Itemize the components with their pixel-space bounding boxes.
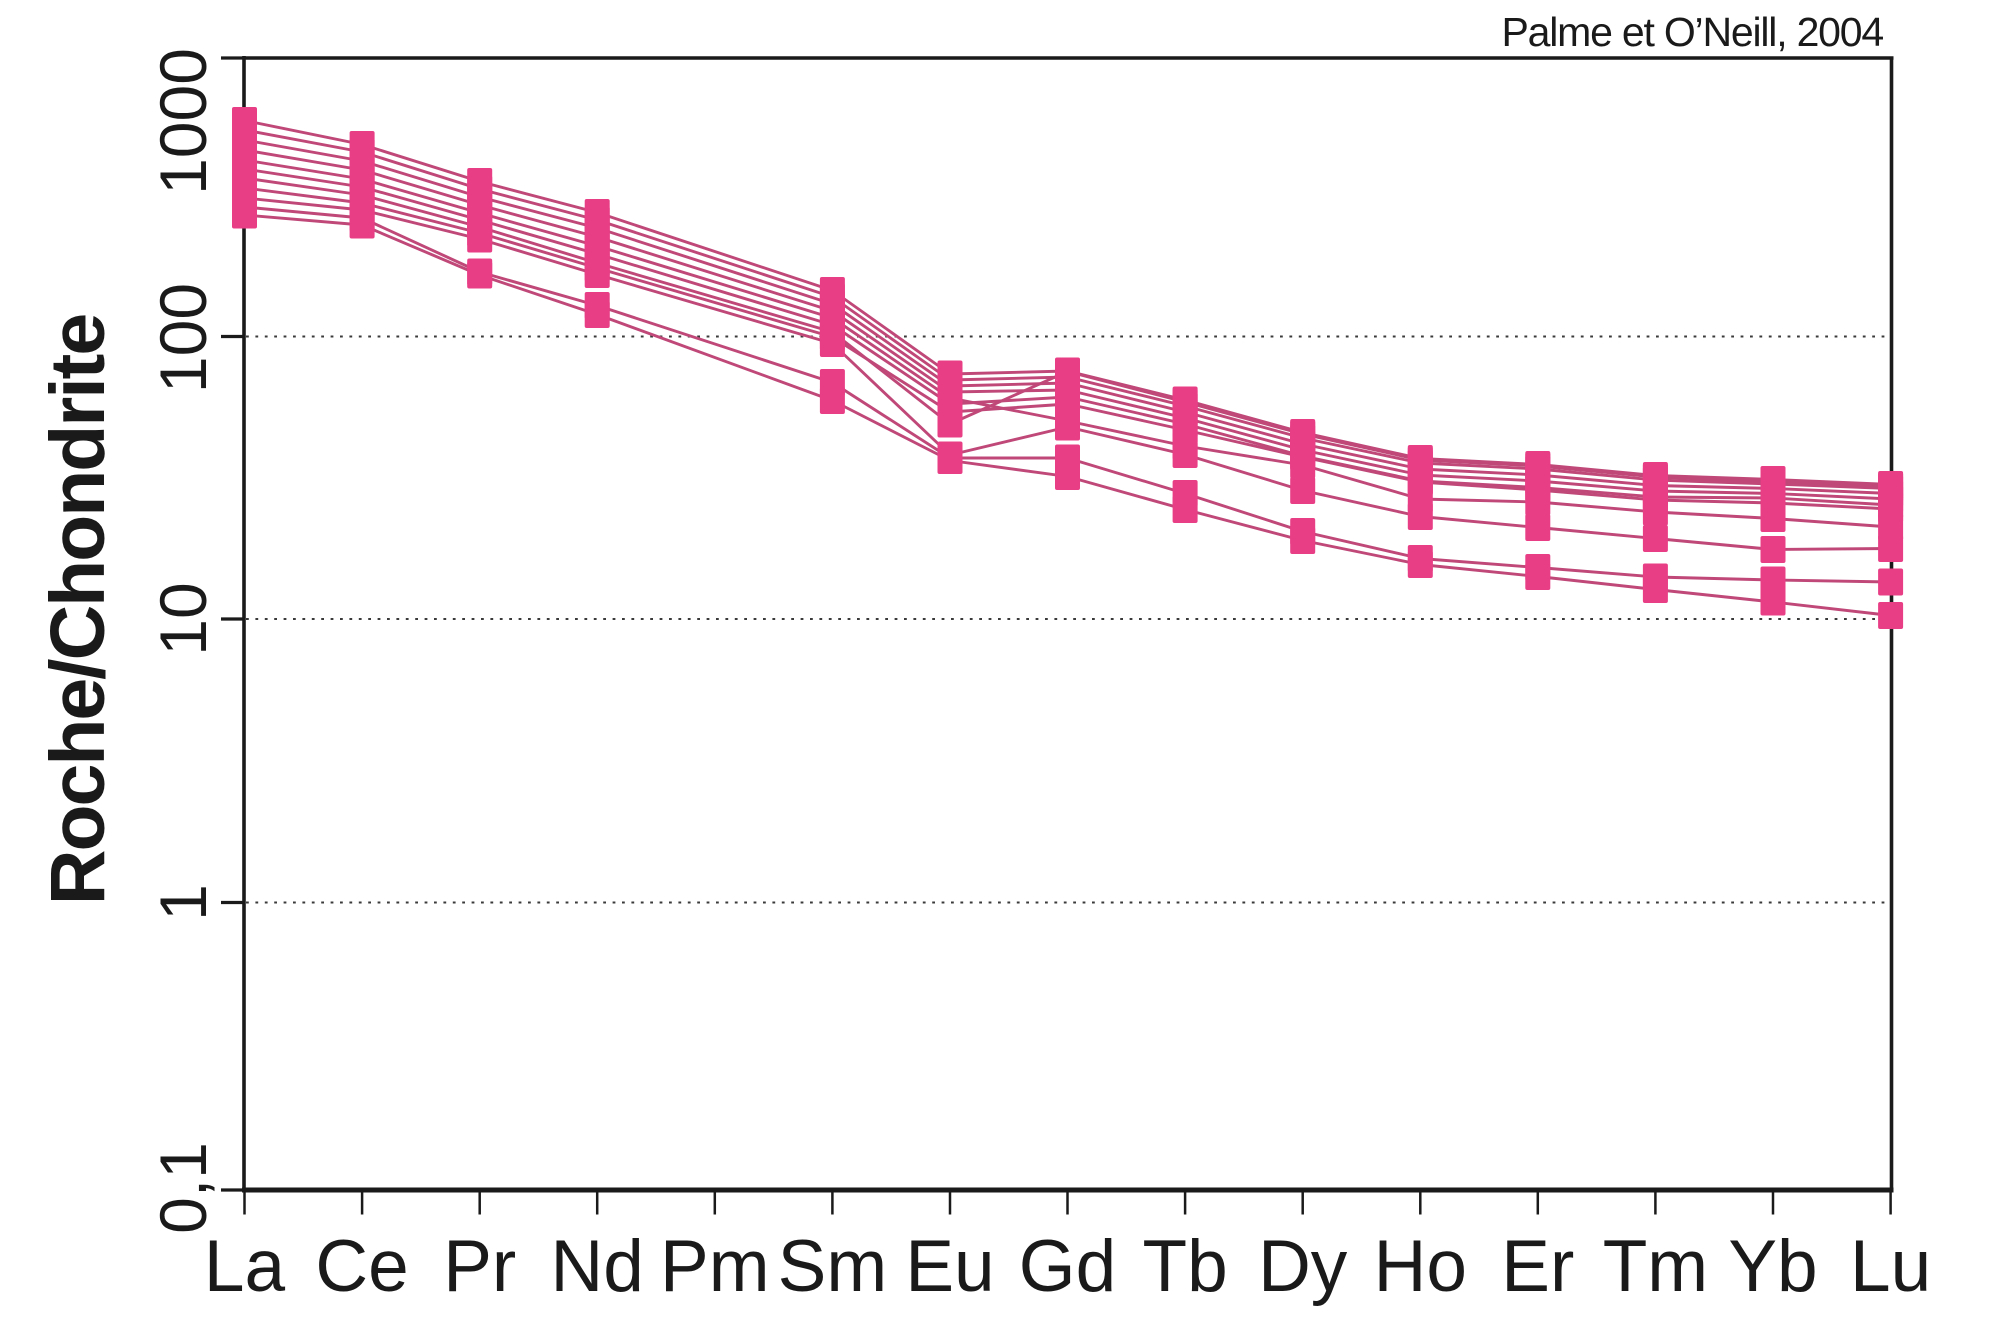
svg-text:Ho: Ho: [1374, 1226, 1467, 1307]
svg-text:1000: 1000: [146, 48, 220, 195]
svg-text:0,1: 0,1: [146, 1142, 220, 1234]
svg-text:10: 10: [146, 582, 220, 655]
svg-text:Pr: Pr: [443, 1226, 516, 1307]
svg-text:Ce: Ce: [315, 1226, 408, 1307]
svg-text:1: 1: [146, 884, 220, 921]
svg-text:Palme et O’Neill, 2004: Palme et O’Neill, 2004: [1501, 9, 1883, 55]
svg-text:Lu: Lu: [1850, 1226, 1931, 1307]
svg-text:Pm: Pm: [660, 1226, 770, 1307]
svg-text:Nd: Nd: [551, 1226, 644, 1307]
svg-text:Er: Er: [1501, 1226, 1574, 1307]
svg-text:Sm: Sm: [778, 1226, 888, 1307]
svg-text:La: La: [204, 1226, 286, 1307]
svg-text:Eu: Eu: [905, 1226, 994, 1307]
svg-text:Roche/Chondrite: Roche/Chondrite: [35, 315, 121, 905]
svg-text:Dy: Dy: [1258, 1226, 1348, 1307]
svg-text:Tm: Tm: [1603, 1226, 1708, 1307]
svg-text:Gd: Gd: [1019, 1226, 1116, 1307]
svg-text:Yb: Yb: [1728, 1226, 1817, 1307]
svg-text:100: 100: [146, 283, 220, 393]
svg-text:Tb: Tb: [1142, 1226, 1227, 1307]
